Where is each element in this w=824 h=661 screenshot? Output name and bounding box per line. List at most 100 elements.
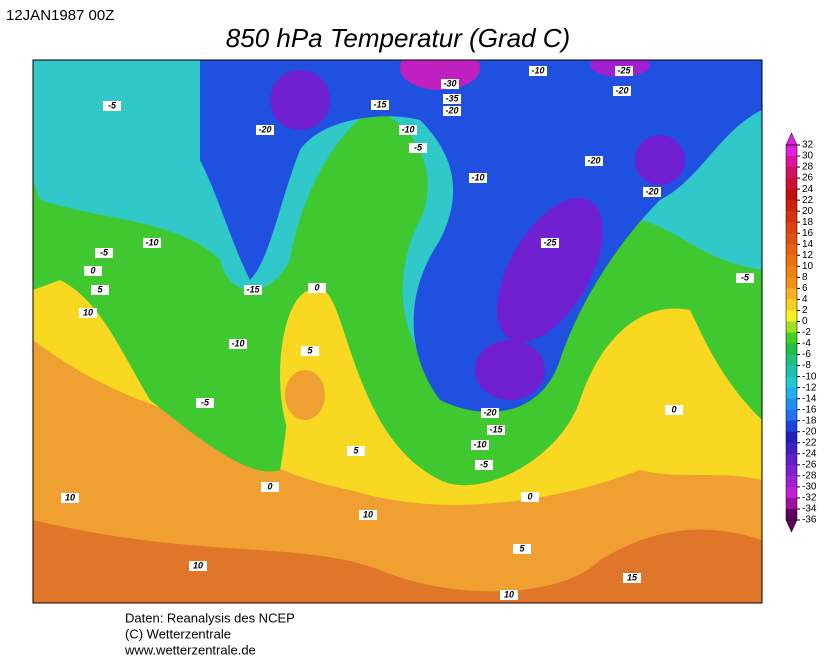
colorbar-label: 0 <box>802 316 808 327</box>
contour-label: -10 <box>473 439 486 449</box>
colorbar-label: -34 <box>802 504 817 515</box>
colorbar-segment <box>786 486 797 499</box>
contour-label-box <box>475 460 493 470</box>
contour-label: 0 <box>527 491 532 501</box>
colorbar-label: -14 <box>802 393 817 404</box>
contour-label: -10 <box>531 65 544 75</box>
contour-label-box <box>529 66 547 76</box>
footer-line: Daten: Reanalysis des NCEP <box>125 610 295 625</box>
footer-line: www.wetterzentrale.de <box>124 642 256 656</box>
date: 12JAN1987 00Z <box>6 7 114 24</box>
colorbar-segment <box>786 222 797 234</box>
contour-label: 5 <box>97 284 103 294</box>
contour-label-box <box>513 544 531 554</box>
contour-label: 10 <box>363 509 373 519</box>
contour-label: -5 <box>108 100 117 110</box>
contour-label-box <box>736 273 754 283</box>
colorbar-segment <box>786 277 797 289</box>
colorbar-tip <box>785 519 798 533</box>
contour-label-box <box>665 405 683 415</box>
colorbar-label: 12 <box>802 250 814 261</box>
map-frame <box>32 59 763 604</box>
colorbar-segment <box>786 145 797 157</box>
contour-label-box <box>521 492 539 502</box>
colorbar-segment <box>786 497 797 510</box>
contour-label-box <box>409 143 427 153</box>
contour-label-box <box>359 510 377 520</box>
colorbar-label: -36 <box>802 515 817 526</box>
contour-label: -5 <box>414 142 423 152</box>
colorbar-segment <box>786 508 797 521</box>
colorbar-label: -2 <box>802 327 811 338</box>
colorbar-label: 20 <box>802 206 814 217</box>
colorbar-label: -32 <box>802 493 817 504</box>
colorbar-label: -4 <box>802 338 811 349</box>
contour-label-box <box>103 101 121 111</box>
field-purple <box>270 70 330 130</box>
contour-label-box <box>500 590 518 600</box>
contour-label: -5 <box>741 272 750 282</box>
contour-label-box <box>469 173 487 183</box>
footer-line: (C) Wetterzentrale <box>125 626 231 641</box>
contour-label-box <box>623 573 641 583</box>
contour-label: -15 <box>246 284 260 294</box>
colorbar-segment <box>786 266 797 278</box>
colorbar-segment <box>786 343 797 356</box>
colorbar-label: 16 <box>802 228 814 239</box>
contour-label: 5 <box>307 345 313 355</box>
field-magenta <box>400 60 480 90</box>
contour-label: -20 <box>445 105 458 115</box>
colorbar-segment <box>786 255 797 267</box>
colorbar-label: -28 <box>802 471 817 482</box>
contour-label: -5 <box>201 397 210 407</box>
contour-label: -15 <box>373 99 387 109</box>
contour-label-box <box>613 86 631 96</box>
colorbar-segment <box>786 409 797 422</box>
contour-label-box <box>91 285 109 295</box>
contour-label-box <box>261 482 279 492</box>
colorbar-label: -18 <box>802 415 817 426</box>
contour-label: -20 <box>587 155 600 165</box>
colorbar-label: -16 <box>802 404 817 415</box>
contour-label-box <box>399 125 417 135</box>
contour-label: -5 <box>100 247 109 257</box>
contour-label: 10 <box>193 560 203 570</box>
contour-label: -20 <box>615 85 628 95</box>
contour-label: 0 <box>267 481 272 491</box>
colorbar-segment <box>786 398 797 411</box>
contour-label: -20 <box>258 124 271 134</box>
colorbar-label: 30 <box>802 151 814 162</box>
contour-label: 10 <box>65 492 75 502</box>
colorbar-label: -8 <box>802 360 811 371</box>
colorbar-label: -10 <box>802 371 817 382</box>
contour-label: 10 <box>504 589 514 599</box>
colorbar-label: 2 <box>802 305 808 316</box>
colorbar-label: -26 <box>802 459 817 470</box>
contour-label: -10 <box>231 338 244 348</box>
colorbar-segment <box>786 453 797 466</box>
colorbar-segment <box>786 310 797 322</box>
contour-label-box <box>487 425 505 435</box>
temperature-field <box>33 60 762 603</box>
colorbar-segment <box>786 189 797 201</box>
contour-label: 10 <box>83 307 93 317</box>
colorbar-label: 8 <box>802 272 808 283</box>
contour-label-box <box>189 561 207 571</box>
contour-label: -10 <box>145 237 158 247</box>
colorbar-label: -6 <box>802 349 811 360</box>
contour-label-box <box>371 100 389 110</box>
colorbar-label: 4 <box>802 294 808 305</box>
contour-label-box <box>301 346 319 356</box>
contour-label-box <box>481 408 499 418</box>
colorbar-segment <box>786 354 797 367</box>
contour-label-box <box>443 106 461 116</box>
contour-label-box <box>541 238 559 248</box>
colorbar-segment <box>786 321 797 333</box>
colorbar-segment <box>786 178 797 190</box>
colorbar-segment <box>786 376 797 389</box>
colorbar-segment <box>786 156 797 168</box>
colorbar-label: 24 <box>802 184 814 195</box>
colorbar-segment <box>786 431 797 444</box>
title: 850 hPa Temperatur (Grad C) <box>226 23 570 53</box>
